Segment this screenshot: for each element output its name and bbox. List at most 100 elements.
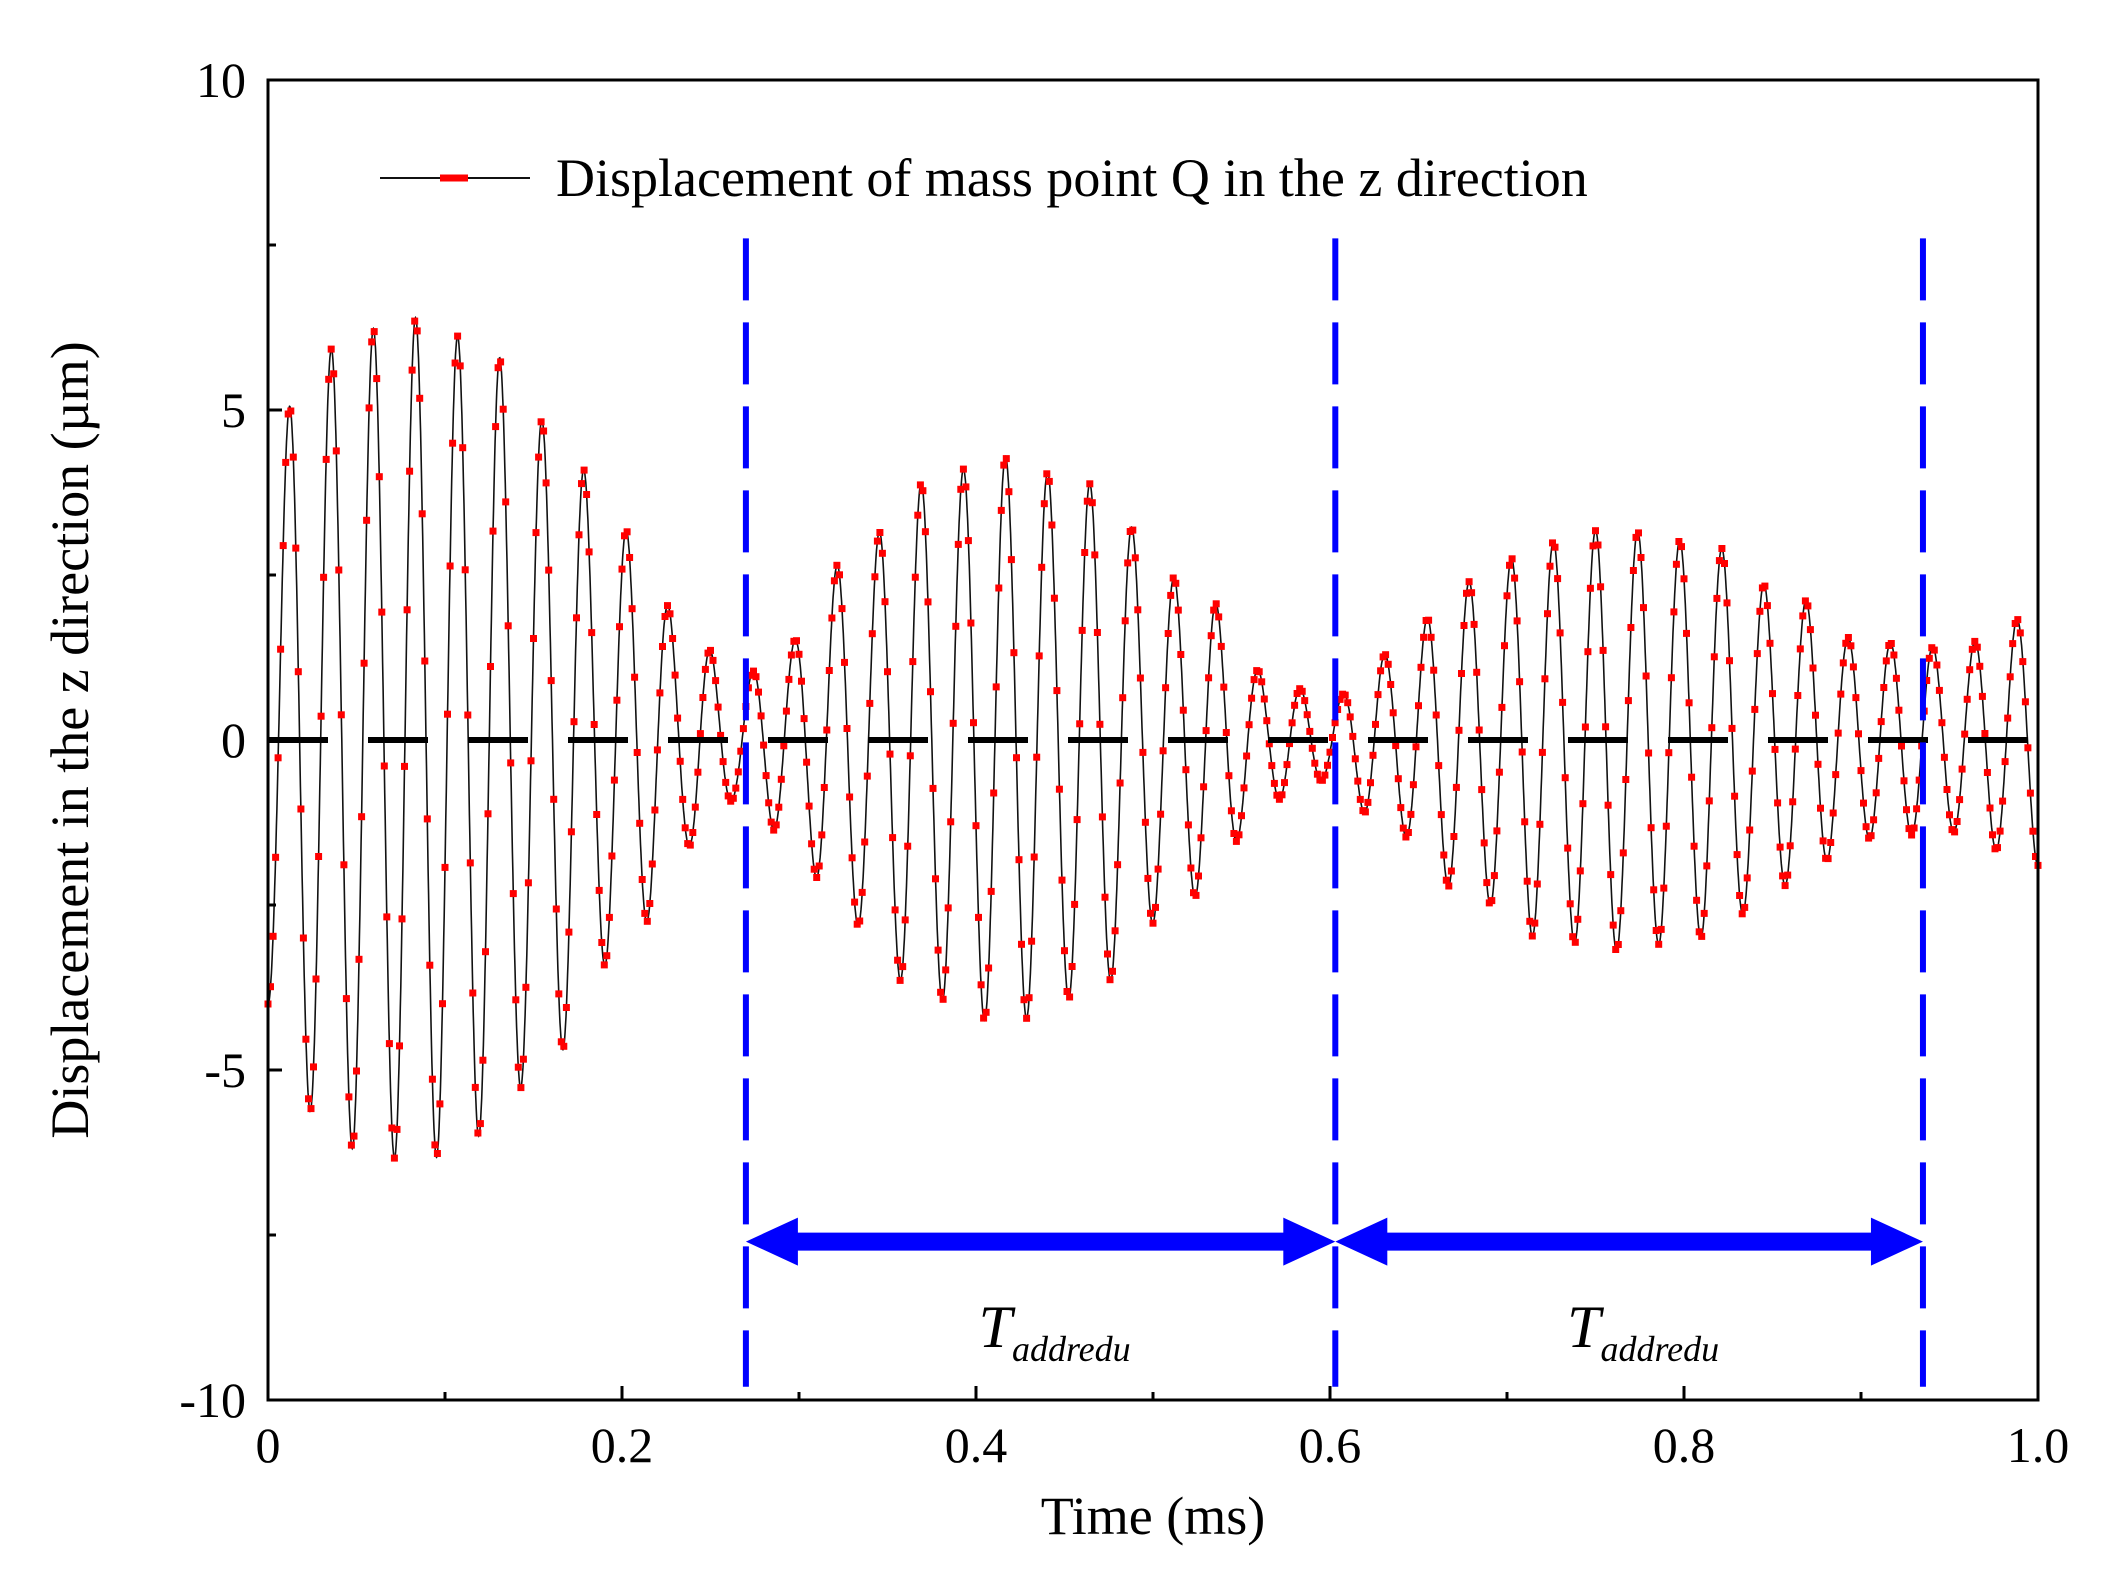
data-point-marker xyxy=(1286,740,1293,748)
data-point-marker xyxy=(1784,871,1792,879)
data-point-marker xyxy=(1526,917,1534,925)
data-point-marker xyxy=(1683,629,1690,637)
data-point-marker xyxy=(2021,698,2029,706)
data-point-marker xyxy=(707,646,714,654)
data-point-marker xyxy=(793,637,800,645)
data-point-marker xyxy=(782,707,790,715)
data-point-marker xyxy=(1685,699,1693,707)
data-point-marker xyxy=(1903,806,1910,814)
data-point-marker xyxy=(972,822,980,830)
data-point-marker xyxy=(507,759,515,767)
data-point-marker xyxy=(878,549,886,557)
data-point-marker xyxy=(613,696,621,704)
data-point-marker xyxy=(1693,896,1701,904)
data-point-marker xyxy=(1763,602,1771,610)
data-point-marker xyxy=(914,511,922,519)
data-point-marker xyxy=(1270,779,1278,787)
data-point-marker xyxy=(891,906,899,914)
data-point-marker xyxy=(1182,766,1190,774)
data-point-marker xyxy=(1028,937,1036,945)
data-point-marker xyxy=(406,467,414,475)
data-point-marker xyxy=(1614,941,1622,948)
data-point-marker xyxy=(1159,747,1167,755)
data-point-marker xyxy=(752,673,760,681)
data-point-marker xyxy=(605,913,613,921)
data-point-marker xyxy=(1490,872,1498,880)
data-point-marker xyxy=(1104,950,1111,958)
data-point-marker xyxy=(1657,925,1665,933)
data-point-marker xyxy=(1710,653,1718,661)
data-point-marker xyxy=(1913,805,1921,813)
data-point-marker xyxy=(1753,650,1761,658)
data-point-marker xyxy=(1255,668,1263,676)
data-point-marker xyxy=(1586,584,1594,592)
data-point-marker xyxy=(1667,674,1675,682)
data-point-marker xyxy=(489,527,497,535)
data-point-marker xyxy=(1561,774,1569,782)
y-tick-label: 10 xyxy=(196,52,246,108)
data-point-marker xyxy=(390,1154,398,1162)
data-point-marker xyxy=(1124,559,1132,567)
legend-marker xyxy=(461,174,468,182)
data-point-marker xyxy=(1589,542,1597,550)
data-point-marker xyxy=(1521,818,1529,826)
data-point-marker xyxy=(292,544,300,552)
data-point-marker xyxy=(494,364,502,372)
data-point-marker xyxy=(1458,670,1465,677)
data-point-marker xyxy=(454,332,462,340)
data-point-marker xyxy=(1073,816,1081,824)
data-point-marker xyxy=(1210,606,1218,614)
x-tick-label: 0.2 xyxy=(591,1417,654,1473)
data-point-marker xyxy=(970,719,977,727)
data-point-marker xyxy=(623,528,631,536)
data-point-marker xyxy=(1688,773,1696,781)
data-point-marker xyxy=(1053,687,1061,695)
data-point-marker xyxy=(1154,865,1162,873)
data-point-marker xyxy=(1895,706,1903,714)
data-point-marker xyxy=(1642,672,1650,680)
data-point-marker xyxy=(1829,809,1837,817)
data-point-marker xyxy=(413,327,421,335)
data-point-marker xyxy=(522,983,530,991)
data-point-marker xyxy=(1174,606,1182,614)
data-point-marker xyxy=(714,703,722,711)
data-point-marker xyxy=(350,1132,358,1140)
data-point-marker xyxy=(583,491,591,498)
data-point-marker xyxy=(512,996,520,1004)
data-point-marker xyxy=(1129,526,1137,534)
data-point-marker xyxy=(1774,799,1782,807)
data-point-marker xyxy=(712,677,720,685)
data-point-marker xyxy=(899,963,907,971)
data-point-marker xyxy=(464,711,472,719)
data-point-marker xyxy=(666,610,674,618)
data-point-marker xyxy=(1640,604,1647,612)
data-point-marker xyxy=(1063,988,1071,995)
data-point-marker xyxy=(724,792,732,800)
data-point-marker xyxy=(335,566,343,574)
data-point-marker xyxy=(1030,853,1038,861)
data-point-marker xyxy=(542,479,550,487)
data-point-marker xyxy=(315,853,323,860)
data-point-marker xyxy=(1071,900,1079,908)
data-point-marker xyxy=(696,730,704,738)
data-point-marker xyxy=(1417,663,1425,671)
data-point-marker xyxy=(1776,843,1784,851)
data-point-marker xyxy=(1013,754,1020,762)
data-point-marker xyxy=(1940,753,1948,761)
data-point-marker xyxy=(1746,826,1754,834)
data-point-marker xyxy=(1440,851,1448,859)
data-point-marker xyxy=(1498,703,1506,711)
data-point-marker xyxy=(1571,938,1579,946)
data-point-marker xyxy=(990,789,998,797)
data-point-marker xyxy=(1551,543,1559,551)
data-point-marker xyxy=(1791,745,1799,753)
data-point-marker xyxy=(1050,594,1058,602)
data-point-marker xyxy=(787,651,795,659)
data-point-marker xyxy=(1996,827,2004,835)
data-point-marker xyxy=(279,542,287,550)
data-point-marker xyxy=(1698,932,1706,940)
data-point-marker xyxy=(555,990,563,998)
data-point-marker xyxy=(1081,549,1089,556)
data-point-marker xyxy=(570,718,578,726)
